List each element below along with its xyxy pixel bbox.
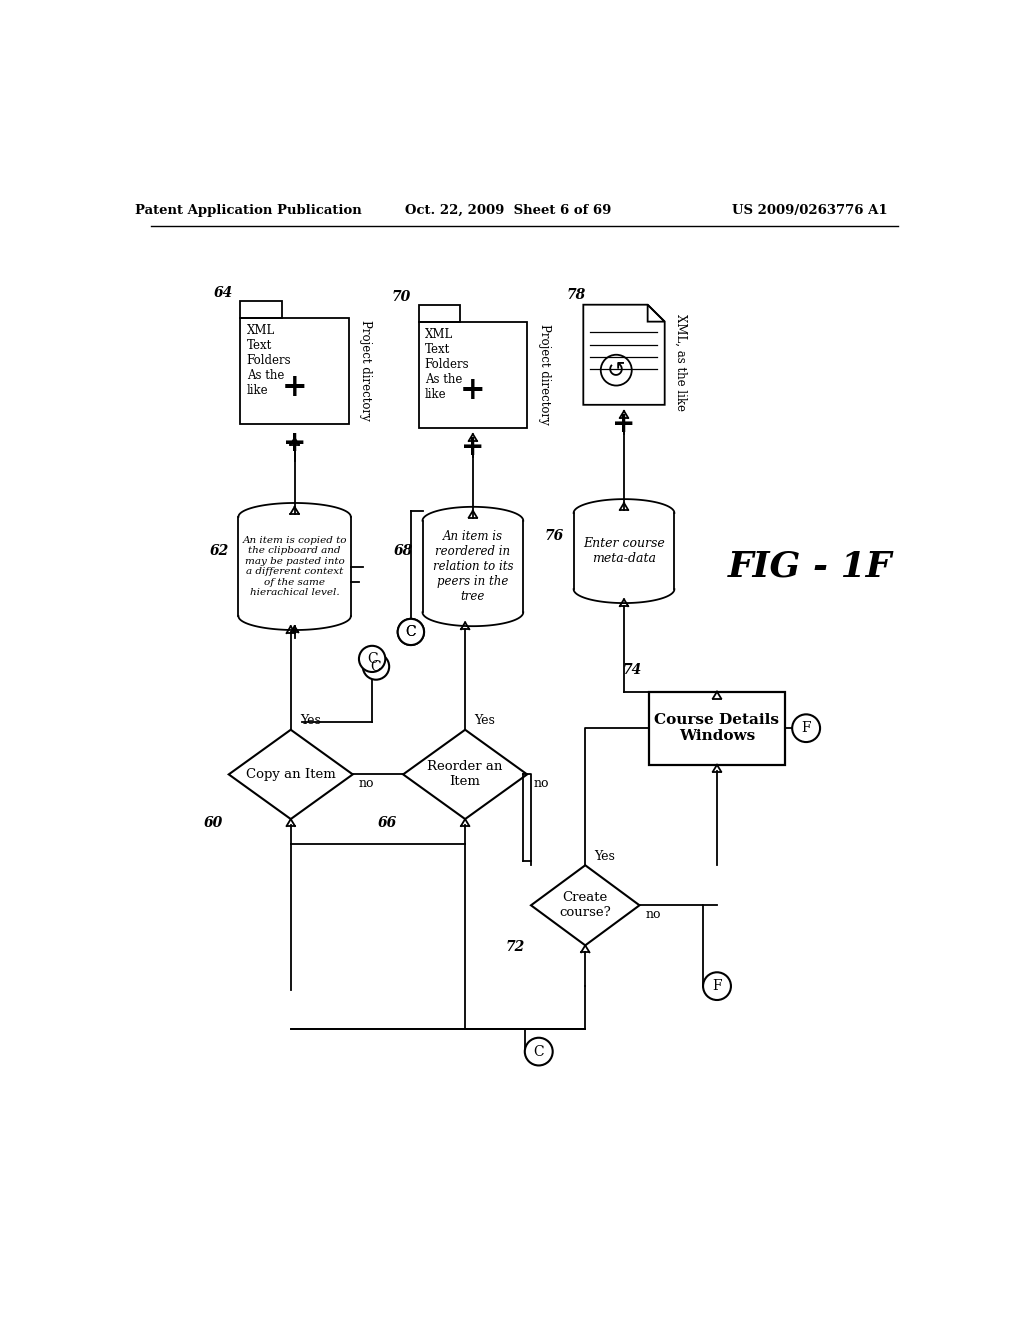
Text: 78: 78 xyxy=(566,289,586,302)
Bar xyxy=(649,692,784,764)
Text: Enter course
meta-data: Enter course meta-data xyxy=(583,537,665,565)
Bar xyxy=(419,305,460,322)
Text: Create
course?: Create course? xyxy=(559,891,611,919)
Text: Copy an Item: Copy an Item xyxy=(246,768,336,781)
Text: Yes: Yes xyxy=(474,714,496,727)
Text: An item is
reordered in
relation to its
peers in the
tree: An item is reordered in relation to its … xyxy=(432,531,513,603)
Text: C: C xyxy=(371,660,381,673)
Text: no: no xyxy=(534,777,549,791)
Circle shape xyxy=(397,619,424,645)
Text: Yes: Yes xyxy=(300,714,321,727)
Text: C: C xyxy=(534,1044,544,1059)
Text: 72: 72 xyxy=(506,940,525,954)
Text: US 2009/0263776 A1: US 2009/0263776 A1 xyxy=(732,205,888,218)
Circle shape xyxy=(793,714,820,742)
Bar xyxy=(241,301,282,318)
Bar xyxy=(241,318,349,424)
Bar xyxy=(419,322,527,428)
Text: XML, as the like: XML, as the like xyxy=(674,314,687,411)
Text: Reorder an
Item: Reorder an Item xyxy=(427,760,503,788)
Text: C: C xyxy=(406,624,416,639)
Text: F: F xyxy=(802,721,811,735)
Text: ↺: ↺ xyxy=(607,360,626,380)
Circle shape xyxy=(362,653,389,680)
Text: +: + xyxy=(461,433,484,461)
Text: Project directory: Project directory xyxy=(359,319,373,421)
Text: 64: 64 xyxy=(214,286,232,300)
Text: Patent Application Publication: Patent Application Publication xyxy=(135,205,361,218)
Text: 68: 68 xyxy=(393,544,413,558)
Text: F: F xyxy=(712,979,722,993)
Text: 60: 60 xyxy=(204,816,223,830)
Text: Project directory: Project directory xyxy=(538,323,551,424)
Text: Oct. 22, 2009  Sheet 6 of 69: Oct. 22, 2009 Sheet 6 of 69 xyxy=(404,205,611,218)
Text: 62: 62 xyxy=(210,544,228,558)
Circle shape xyxy=(359,645,385,672)
Circle shape xyxy=(397,619,424,645)
Text: XML
Text
Folders
As the
like: XML Text Folders As the like xyxy=(425,327,469,401)
Text: Yes: Yes xyxy=(595,850,615,862)
Circle shape xyxy=(524,1038,553,1065)
Text: 70: 70 xyxy=(392,290,412,304)
Text: C: C xyxy=(367,652,378,665)
Text: +: + xyxy=(460,375,485,407)
Text: +: + xyxy=(283,429,306,457)
Text: no: no xyxy=(359,777,375,791)
Circle shape xyxy=(703,973,731,1001)
Text: no: no xyxy=(646,908,662,921)
Text: +: + xyxy=(612,411,636,438)
Text: An item is copied to
the clipboard and
may be pasted into
a different context
of: An item is copied to the clipboard and m… xyxy=(243,536,347,597)
Text: Course Details
Windows: Course Details Windows xyxy=(654,713,779,743)
Text: FIG - 1F: FIG - 1F xyxy=(728,549,892,583)
Text: 76: 76 xyxy=(545,529,564,543)
Text: +: + xyxy=(282,372,307,403)
Text: 74: 74 xyxy=(623,664,641,677)
Text: 66: 66 xyxy=(378,816,397,830)
Text: XML
Text
Folders
As the
like: XML Text Folders As the like xyxy=(247,323,291,397)
Text: C: C xyxy=(406,624,416,639)
